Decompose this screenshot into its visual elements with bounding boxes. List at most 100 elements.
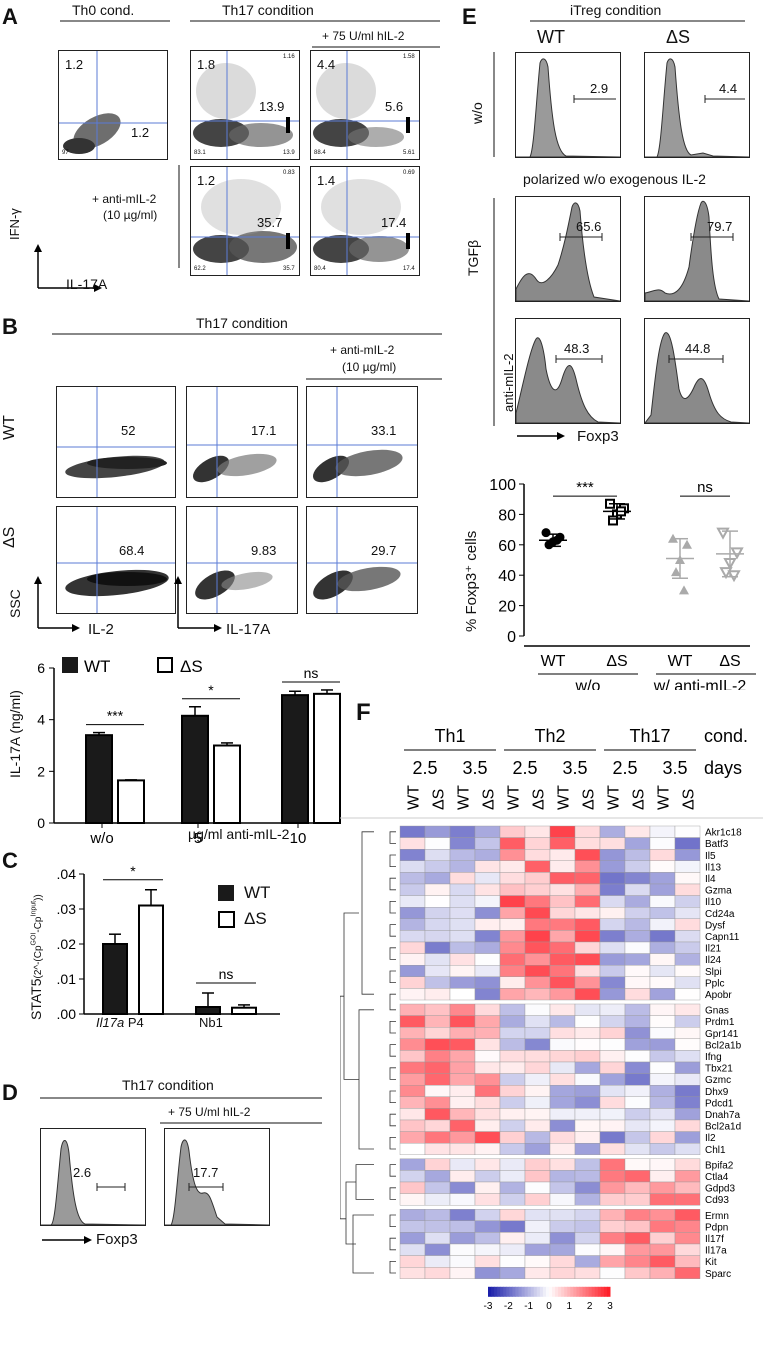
flow-plot-b-wt-anti: 33.1 bbox=[306, 386, 418, 498]
heat-cell bbox=[449, 1027, 476, 1040]
heat-cell bbox=[524, 1181, 551, 1194]
quad-tr-small: 0.69 bbox=[403, 170, 415, 176]
dendro-link bbox=[389, 1214, 396, 1227]
quad-tl: 1.4 bbox=[317, 173, 336, 188]
days-label: days bbox=[704, 758, 742, 778]
heat-cell bbox=[499, 988, 526, 1001]
heat-cell bbox=[574, 1158, 601, 1171]
hist-value: 17.7 bbox=[193, 1165, 219, 1180]
heat-cell bbox=[424, 1027, 451, 1040]
heat-cell bbox=[449, 1096, 476, 1109]
point-ds bbox=[608, 515, 618, 526]
gene-label: Dysf bbox=[705, 920, 725, 931]
heat-cell bbox=[424, 1108, 451, 1121]
scale-label: -1 bbox=[524, 1301, 533, 1312]
scale-cell bbox=[533, 1286, 538, 1297]
gene-label: Gzma bbox=[705, 886, 732, 897]
dendro-link bbox=[389, 1044, 396, 1057]
heat-cell bbox=[449, 906, 476, 919]
heat-cell bbox=[649, 860, 676, 873]
itreg-rule bbox=[530, 20, 745, 22]
quad-value: 9.83 bbox=[251, 543, 277, 558]
y-tick-label: 4 bbox=[37, 712, 45, 728]
heat-cell bbox=[424, 1003, 451, 1016]
heat-cell bbox=[449, 1243, 476, 1256]
heat-cell bbox=[524, 872, 551, 885]
heat-cell bbox=[549, 1050, 576, 1063]
heat-cell bbox=[499, 1015, 526, 1028]
heat-cell bbox=[399, 1085, 426, 1098]
heat-cell bbox=[649, 1015, 676, 1028]
ylab-main: STAT5 bbox=[28, 978, 44, 1021]
heat-cell bbox=[674, 1119, 701, 1132]
heat-cell bbox=[649, 976, 676, 989]
gene-label: Il17f bbox=[705, 1234, 724, 1245]
dendro-link bbox=[389, 947, 396, 960]
gene-label: Cd93 bbox=[705, 1195, 729, 1206]
sig-label: ns bbox=[304, 665, 319, 681]
heat-cell bbox=[499, 848, 526, 861]
heat-cell bbox=[574, 1193, 601, 1206]
heat-cell bbox=[574, 1096, 601, 1109]
heat-cell bbox=[399, 941, 426, 954]
heat-cell bbox=[549, 1255, 576, 1268]
heat-cell bbox=[599, 1255, 626, 1268]
hist-value: 65.6 bbox=[576, 219, 602, 234]
dendro-link bbox=[389, 970, 396, 983]
flow-density bbox=[57, 387, 175, 497]
day-label: 2.5 bbox=[512, 758, 537, 778]
axis-arrows-a bbox=[34, 244, 102, 292]
heat-cell bbox=[549, 1131, 576, 1144]
col-label: WT bbox=[506, 785, 523, 810]
scale-cell bbox=[515, 1286, 519, 1297]
heat-cell bbox=[574, 930, 601, 943]
yaxis-ifng: IFN-γ bbox=[7, 208, 22, 240]
scale-cell bbox=[494, 1286, 498, 1297]
legend-wt-swatch bbox=[218, 885, 234, 901]
hist-value: 2.9 bbox=[590, 81, 609, 96]
heat-cell bbox=[424, 848, 451, 861]
heat-cell bbox=[574, 918, 601, 931]
heat-cell bbox=[499, 1027, 526, 1040]
col-label: WT bbox=[556, 785, 573, 810]
heat-cell bbox=[449, 1015, 476, 1028]
scale-cell bbox=[573, 1286, 577, 1297]
heat-cell bbox=[599, 953, 626, 966]
legend-wt-label: WT bbox=[84, 657, 110, 676]
x-tick-label: w/o bbox=[89, 830, 113, 847]
heat-cell bbox=[574, 1143, 601, 1156]
heat-cell bbox=[599, 1220, 626, 1233]
dendro-link bbox=[361, 831, 374, 995]
heat-cell bbox=[499, 872, 526, 885]
heat-cell bbox=[599, 930, 626, 943]
heat-cell bbox=[574, 988, 601, 1001]
dendro-link bbox=[389, 993, 396, 1011]
gene-label: Akr1c18 bbox=[705, 828, 742, 839]
heat-cell bbox=[499, 1085, 526, 1098]
flow-plot-b-ds-il2: 68.4 bbox=[56, 506, 176, 614]
quad-bl-small: 97 bbox=[62, 150, 69, 156]
gene-label: Bpifa2 bbox=[705, 1160, 734, 1171]
heat-cell bbox=[449, 1061, 476, 1074]
hist-e-ds-anti: 44.8 bbox=[644, 318, 750, 424]
heat-cell bbox=[449, 1170, 476, 1183]
heat-cell bbox=[599, 1038, 626, 1051]
heat-cell bbox=[524, 848, 551, 861]
col-label: ΔS bbox=[531, 789, 548, 810]
day-label: 2.5 bbox=[412, 758, 437, 778]
heat-cell bbox=[574, 1209, 601, 1222]
gene-label: Il13 bbox=[705, 862, 722, 873]
heat-cell bbox=[649, 1003, 676, 1016]
heat-cell bbox=[524, 1038, 551, 1051]
row-ds-b: ΔS bbox=[1, 526, 18, 548]
panel-a-label: A bbox=[2, 4, 18, 29]
heat-cell bbox=[449, 1108, 476, 1121]
hist-e-wt-wo: 2.9 bbox=[515, 52, 621, 158]
heat-cell bbox=[524, 930, 551, 943]
heat-cell bbox=[674, 941, 701, 954]
quad-value: 29.7 bbox=[371, 543, 397, 558]
edot-ylabel: % Foxp3⁺ cells bbox=[463, 530, 480, 632]
anti-conc-a: (10 µg/ml) bbox=[103, 208, 158, 222]
anti-label-b: + anti-mIL-2 bbox=[330, 343, 395, 357]
heat-cell bbox=[399, 988, 426, 1001]
